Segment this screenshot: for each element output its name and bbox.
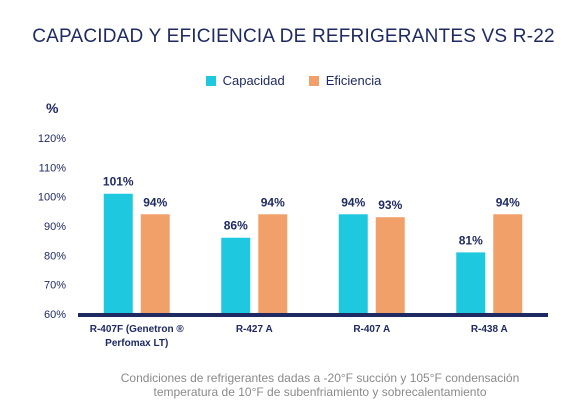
- data-label: 93%: [378, 198, 402, 212]
- footnote-line-2: temperatura de 10°F de subenfriamiento y…: [153, 385, 487, 399]
- data-label: 101%: [103, 175, 134, 189]
- bar-eficiencia: [258, 214, 288, 314]
- x-tick-label: R-407 A: [353, 324, 390, 335]
- bar-capacidad: [221, 237, 251, 314]
- x-axis-line: [78, 313, 548, 317]
- y-tick-label: 100%: [38, 192, 66, 204]
- y-tick-label: 120%: [38, 133, 66, 145]
- bar-capacidad: [338, 214, 368, 314]
- legend-swatch-capacidad: [205, 75, 216, 86]
- bar-capacidad: [456, 252, 486, 314]
- x-tick-label: R-427 A: [236, 324, 273, 335]
- y-axis-label: %: [46, 100, 59, 116]
- x-tick-label: R-407F (Genetron ®: [90, 324, 185, 335]
- y-tick-label: 90%: [44, 221, 66, 233]
- chart-title: CAPACIDAD Y EFICIENCIA DE REFRIGERANTES …: [32, 26, 555, 47]
- legend-item-capacidad: Capacidad: [205, 73, 285, 88]
- data-label: 94%: [143, 195, 167, 209]
- x-tick-label: Perfomax LT): [105, 338, 168, 349]
- legend-label-eficiencia: Eficiencia: [325, 73, 382, 88]
- footnote: Condiciones de refrigerantes dadas a -20…: [60, 371, 580, 399]
- data-label: 81%: [459, 233, 483, 247]
- data-label: 94%: [496, 195, 520, 209]
- bar-eficiencia: [493, 214, 523, 314]
- data-label: 86%: [224, 219, 248, 233]
- y-tick-label: 110%: [39, 162, 67, 174]
- footnote-line-1: Condiciones de refrigerantes dadas a -20…: [120, 371, 520, 385]
- y-tick-label: 80%: [44, 250, 66, 262]
- bar-eficiencia: [375, 217, 405, 314]
- legend-label-capacidad: Capacidad: [222, 73, 285, 88]
- y-tick-label: 60%: [44, 309, 66, 321]
- y-tick-label: 70%: [44, 280, 66, 292]
- legend-item-eficiencia: Eficiencia: [308, 73, 382, 88]
- legend-swatch-eficiencia: [308, 75, 319, 86]
- chart-legend: Capacidad Eficiencia: [0, 73, 587, 88]
- data-label: 94%: [341, 195, 365, 209]
- x-tick-label: R-438 A: [471, 324, 508, 335]
- bar-eficiencia: [140, 214, 170, 314]
- data-label: 94%: [261, 195, 285, 209]
- bar-capacidad: [103, 193, 133, 314]
